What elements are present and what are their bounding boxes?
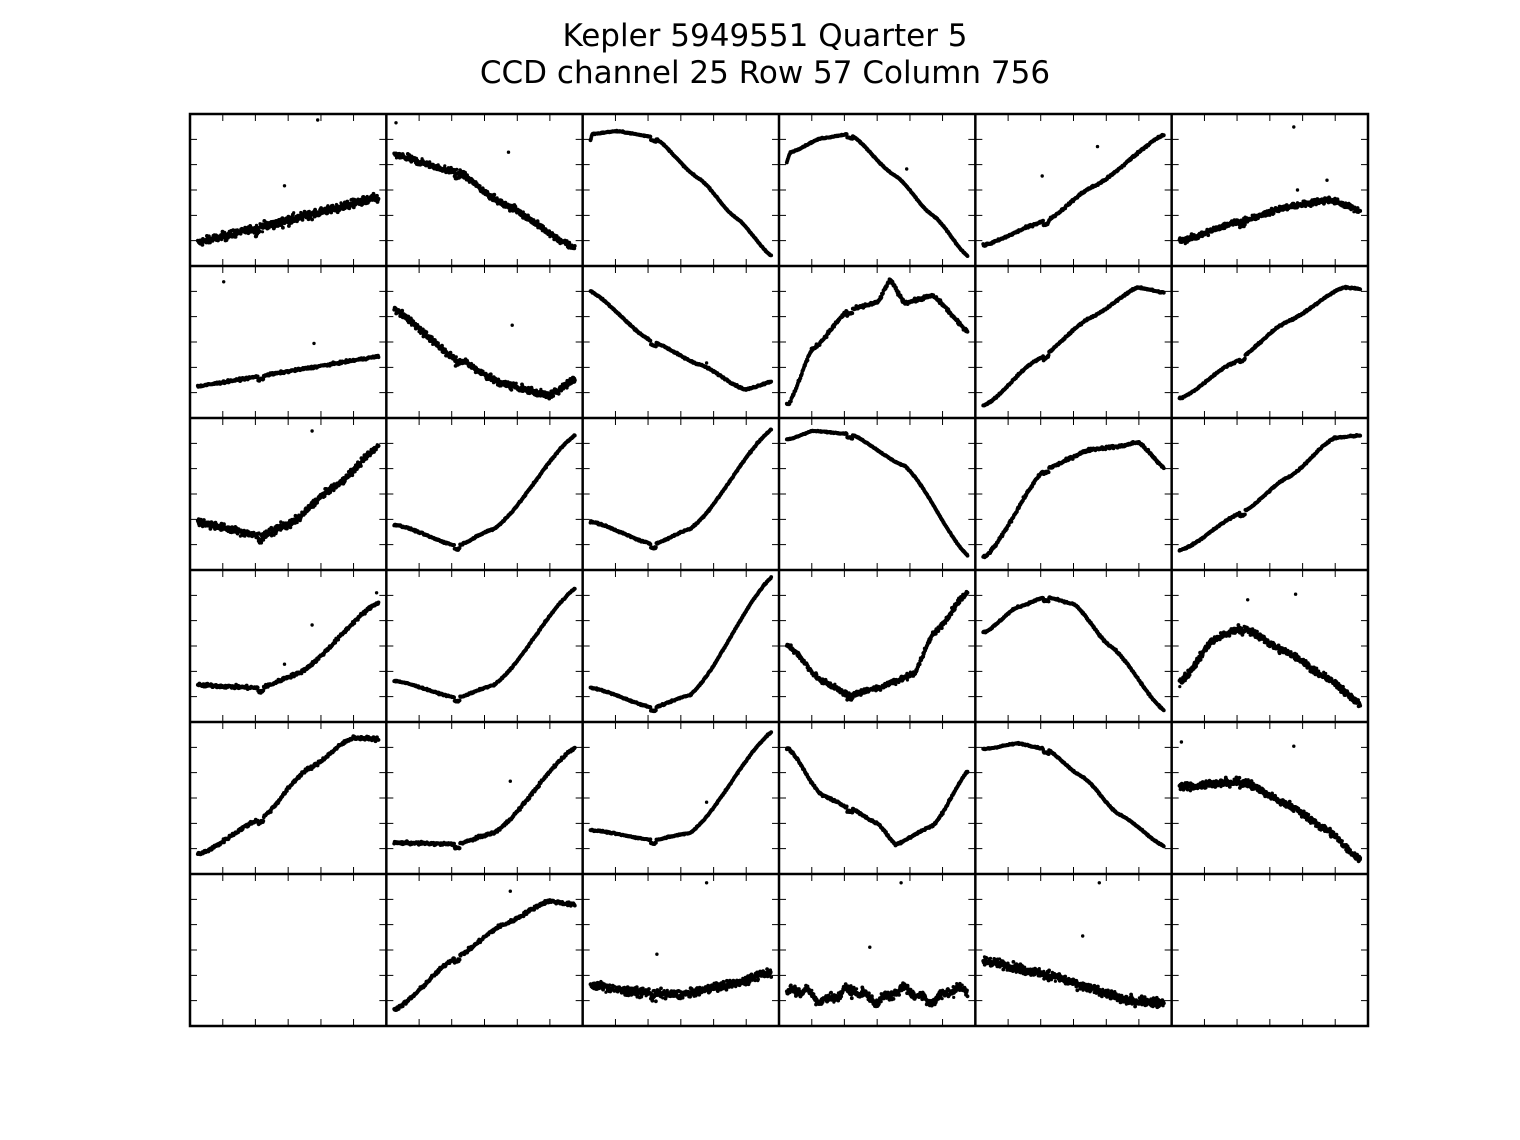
- outlier-point: [282, 184, 287, 188]
- pixel-cell-r0-c5: [1171, 114, 1368, 266]
- flux-point: [455, 167, 459, 171]
- outlier-point: [510, 323, 514, 327]
- outlier-point: [506, 150, 511, 154]
- outlier-point: [316, 118, 320, 122]
- flux-point: [850, 311, 855, 316]
- flux-point: [313, 207, 317, 212]
- outlier-point: [1295, 188, 1300, 192]
- flux-point: [478, 184, 482, 188]
- flux-point: [207, 234, 211, 239]
- flux-point: [514, 381, 518, 385]
- flux-point: [1046, 353, 1051, 358]
- flux-point: [556, 391, 561, 396]
- pixel-cell-r0-c2: [582, 114, 779, 266]
- outlier-point: [704, 361, 709, 365]
- flux-point: [463, 170, 467, 175]
- outlier-point: [1325, 178, 1329, 182]
- outlier-point: [1040, 174, 1044, 178]
- flux-point: [509, 387, 514, 392]
- outlier-point: [222, 280, 226, 284]
- flux-point: [200, 243, 205, 247]
- outlier-point: [905, 167, 909, 171]
- flux-point: [371, 198, 375, 202]
- flux-point: [965, 329, 970, 334]
- pixel-cell-r0-c3: [779, 114, 976, 266]
- flux-point: [769, 379, 774, 384]
- pixel-cell-r1-c3: [779, 266, 976, 418]
- flux-point: [573, 379, 577, 383]
- flux-point: [292, 211, 296, 215]
- flux-point: [1358, 209, 1362, 213]
- pixel-cell-r0-c0: [190, 114, 387, 266]
- outlier-point: [394, 121, 398, 125]
- pixel-cell-r0-c4: [975, 114, 1172, 266]
- flux-point: [1041, 218, 1045, 223]
- chart-title-line-2: CCD channel 25 Row 57 Column 756: [479, 55, 1051, 91]
- pixel-cell-r1-c2: [582, 266, 779, 418]
- pixel-cell-r1-c0: [190, 266, 387, 418]
- flux-point: [805, 358, 810, 363]
- flux-point: [248, 224, 253, 228]
- flux-point: [345, 199, 350, 204]
- flux-point: [376, 355, 381, 360]
- pixel-cell-r1-c1: [386, 266, 583, 418]
- flux-point: [375, 193, 379, 198]
- pixel-cell-r1-c5: [1171, 266, 1368, 418]
- flux-point: [208, 241, 212, 245]
- flux-point: [257, 229, 262, 234]
- flux-point: [281, 225, 285, 230]
- flux-point: [1161, 290, 1166, 295]
- flux-point: [648, 134, 653, 139]
- outlier-point: [1292, 125, 1296, 129]
- flux-point: [424, 330, 429, 335]
- pixel-cell-r0-c1: [386, 114, 583, 266]
- flux-point: [260, 230, 265, 234]
- chart-title-line-1: Kepler 5949551 Quarter 5: [562, 18, 968, 54]
- flux-point: [648, 338, 653, 343]
- flux-point: [1161, 133, 1166, 138]
- flux-point: [1206, 233, 1211, 238]
- flux-point: [551, 394, 556, 398]
- flux-point: [572, 244, 577, 248]
- flux-point: [443, 164, 447, 168]
- flux-point: [965, 254, 970, 258]
- flux-point: [376, 196, 381, 201]
- outlier-point: [1095, 144, 1100, 149]
- pixel-cell-r1-c4: [975, 266, 1172, 418]
- outlier-point: [312, 341, 316, 346]
- flux-point: [492, 192, 497, 197]
- flux-point: [400, 308, 405, 313]
- flux-point: [310, 217, 314, 222]
- flux-point: [769, 253, 774, 258]
- flux-point: [454, 355, 458, 359]
